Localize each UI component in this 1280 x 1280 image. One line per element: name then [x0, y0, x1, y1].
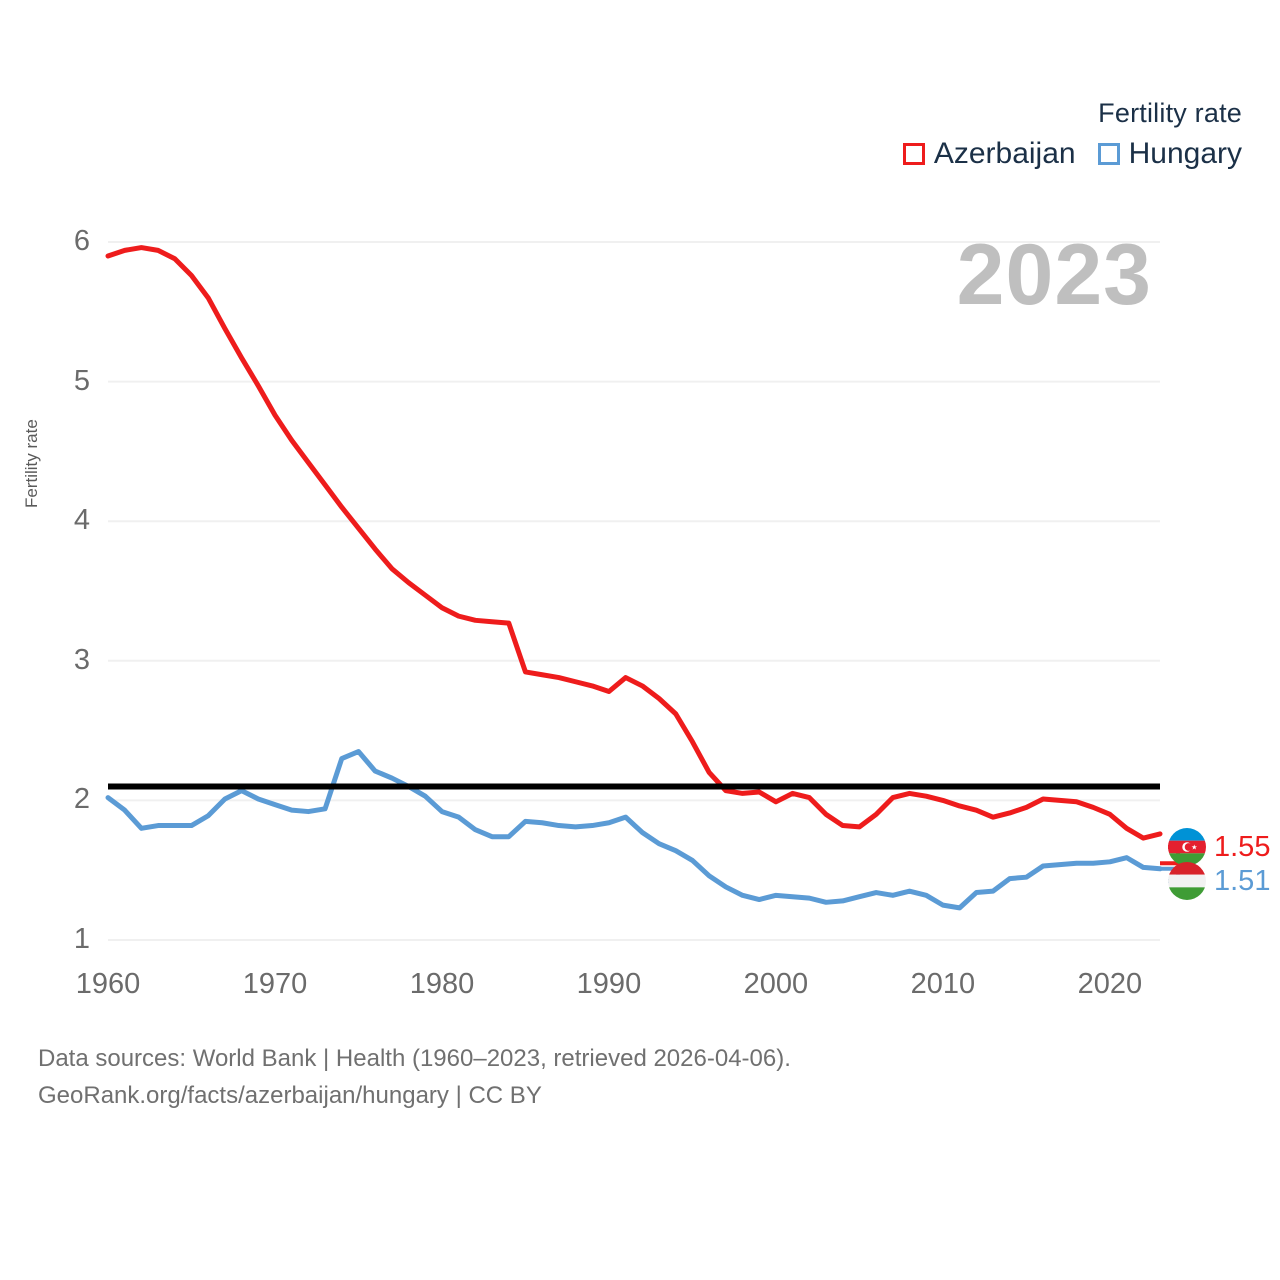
- end-label-azerbaijan[interactable]: 1.55: [1168, 828, 1270, 866]
- x-tick-label: 1960: [75, 968, 141, 1000]
- legend-item-azerbaijan[interactable]: Azerbaijan: [902, 137, 1076, 170]
- y-tick-label: 5: [73, 364, 90, 397]
- end-value-hungary: 1.51: [1214, 864, 1271, 897]
- legend-label-azerbaijan: Azerbaijan: [933, 137, 1076, 170]
- legend-items: Azerbaijan Hungary: [902, 137, 1242, 170]
- chart-svg: [105, 241, 1180, 941]
- legend-item-hungary[interactable]: Hungary: [1097, 137, 1242, 170]
- line-series-hungary: [105, 749, 1163, 911]
- legend-swatch-azerbaijan: [902, 143, 925, 165]
- y-tick-label: 1: [73, 923, 90, 955]
- gridlines: [108, 241, 1160, 941]
- x-tick-label: 1990: [576, 968, 642, 1000]
- y-tick-label: 3: [73, 643, 90, 676]
- x-tick-label: 1980: [409, 968, 475, 1000]
- y-tick-label: 6: [73, 225, 90, 257]
- y-tick-label: 4: [73, 504, 90, 537]
- footer-line-1: Data sources: World Bank | Health (1960–…: [38, 1045, 791, 1072]
- end-value-azerbaijan: 1.55: [1214, 830, 1271, 863]
- legend-title: Fertility rate: [1098, 98, 1242, 128]
- line-series-azerbaijan: [105, 245, 1163, 841]
- x-tick-label: 2000: [743, 968, 809, 1000]
- end-label-hungary[interactable]: 1.51: [1168, 862, 1270, 900]
- y-tick-label: 2: [73, 783, 90, 816]
- chart-legend: Fertility rate Azerbaijan Hungary: [902, 98, 1242, 170]
- x-tick-label: 2020: [1077, 968, 1143, 1000]
- year-watermark: 2023: [956, 227, 1152, 323]
- hungary-flag-icon: [1168, 862, 1206, 900]
- footer-line-2: GeoRank.org/facts/azerbaijan/hungary | C…: [38, 1082, 542, 1110]
- x-tick-label: 2010: [910, 968, 976, 1000]
- legend-swatch-hungary: [1097, 143, 1120, 165]
- azerbaijan-flag-icon: [1168, 828, 1206, 866]
- footer-credits: Data sources: World Bank | Health (1960–…: [38, 1040, 791, 1114]
- plot-area: 2023 Fertility rate 6 5 4 3 2 1 1960 1970 1980 1…: [22, 225, 1270, 1000]
- legend-label-hungary: Hungary: [1128, 137, 1242, 170]
- y-axis-title: Fertility rate: [22, 419, 41, 508]
- x-tick-label: 1970: [242, 968, 308, 1000]
